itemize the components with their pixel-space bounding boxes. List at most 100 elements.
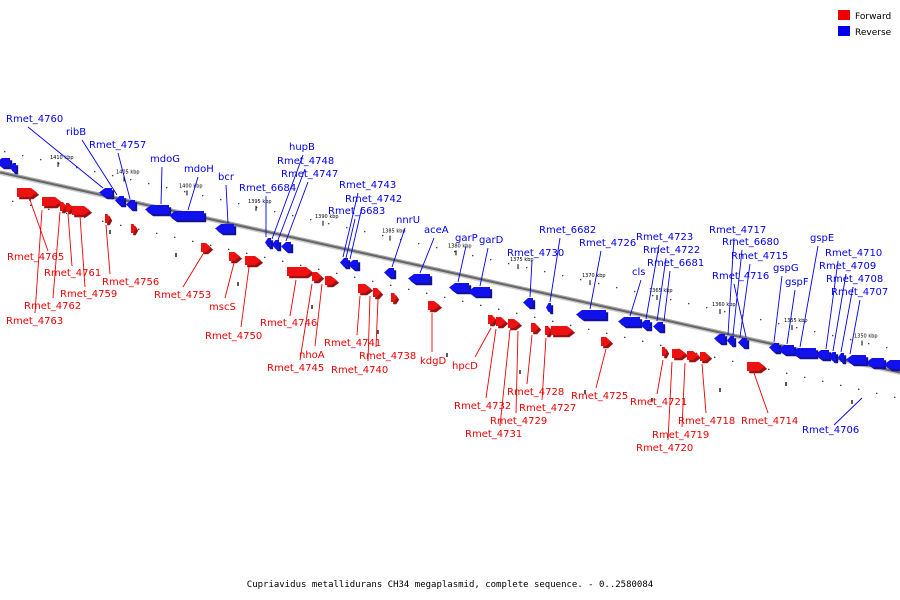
gene-arrow[interactable] [449,283,472,295]
gene-arrow[interactable] [105,214,113,226]
gene-arrow[interactable] [245,256,264,268]
gene-arrow[interactable] [618,317,643,329]
gene-label-rmet_4746[interactable]: Rmet_4746 [260,279,317,329]
gene-arrow[interactable] [672,349,689,361]
gene-label-rmet_6682[interactable]: Rmet_6682 [539,225,596,303]
gene-arrow[interactable] [229,252,243,264]
gene-label-rmet_6683[interactable]: Rmet_6683 [328,206,385,259]
gene-arrow[interactable] [0,158,13,170]
gene-label-rmet_4720[interactable]: Rmet_4720 [636,361,693,454]
gene-arrow[interactable] [838,353,847,365]
gene-label-rmet_6681[interactable]: Rmet_6681 [647,258,704,322]
gene-arrow[interactable] [576,310,609,322]
gene-arrow[interactable] [408,274,433,286]
gene-label-nnru[interactable]: nnrU [391,215,420,268]
gene-label-rmet_4762[interactable]: Rmet_4762 [24,211,81,312]
gene-arrow[interactable] [531,323,542,335]
gene-label-gspf[interactable]: gspF [785,277,809,345]
gene-label-rmet_4756[interactable]: Rmet_4756 [102,224,159,288]
gene-arrow[interactable] [391,293,400,305]
gene-arrow[interactable] [312,272,325,284]
gene-label-rmet_4717[interactable]: Rmet_4717 [709,225,766,336]
gene-label-hpcd[interactable]: hpcD [452,327,492,372]
gene-label-bcr[interactable]: bcr [218,172,235,224]
gene-label-gard[interactable]: garD [479,235,504,287]
gene-arrow[interactable] [601,337,614,349]
gene-arrow[interactable] [325,276,340,288]
gene-arrow[interactable] [428,301,443,313]
gene-label-cls[interactable]: cls [629,267,646,317]
gene-arrow[interactable] [546,303,554,315]
gene-arrow[interactable] [778,345,797,357]
gene-label-rmet_4759[interactable]: Rmet_4759 [60,215,117,300]
gene-label-rmet_4741[interactable]: Rmet_4741 [324,295,381,349]
gene-label-rmet_4732[interactable]: Rmet_4732 [454,328,511,412]
gene-label-rmet_4747[interactable]: Rmet_4747 [281,169,338,242]
gene-label-rmet_4730[interactable]: Rmet_4730 [507,248,564,298]
gene-label-rmet_4708[interactable]: Rmet_4708 [826,274,883,353]
gene-arrow[interactable] [662,347,670,359]
gene-arrow[interactable] [348,260,361,272]
gene-label-rmet_4738[interactable]: Rmet_4738 [359,298,416,362]
gene-arrow[interactable] [523,298,536,310]
gene-label-rmet_4729[interactable]: Rmet_4729 [490,330,547,427]
gene-arrow[interactable] [846,355,869,367]
gene-label-mdoh[interactable]: mdoH [184,164,214,211]
gene-arrow[interactable] [727,336,737,348]
gene-arrow[interactable] [272,240,282,252]
gene-arrow[interactable] [215,224,237,236]
gene-label-rmet_4728[interactable]: Rmet_4728 [507,334,564,398]
gene-label-rmet_4709[interactable]: Rmet_4709 [819,261,876,352]
gene-arrow[interactable] [72,206,93,218]
gene-arrow[interactable] [17,188,40,200]
gene-arrow[interactable] [884,360,900,372]
gene-label-gspe[interactable]: gspE [799,233,834,348]
gene-arrow[interactable] [281,242,294,254]
gene-label-rmet_4761[interactable]: Rmet_4761 [44,213,101,279]
gene-arrow[interactable] [145,205,172,217]
gene-label-gspg[interactable]: gspG [773,263,799,343]
gene-arrow[interactable] [10,163,19,175]
gene-arrow[interactable] [201,243,214,255]
gene-label-nhoa[interactable]: nhoA [299,283,325,361]
gene-label-rmet_4760[interactable]: Rmet_4760 [6,114,104,189]
gene-arrow[interactable] [551,326,576,338]
gene-label-rmet_4718[interactable]: Rmet_4718 [678,363,735,427]
gene-label-rmet_4757[interactable]: Rmet_4757 [89,140,146,200]
gene-label-rmet_4753[interactable]: Rmet_4753 [154,253,211,301]
gene-label-rmet_4719[interactable]: Rmet_4719 [652,362,709,441]
gene-arrow[interactable] [126,200,138,212]
gene-arrow[interactable] [640,320,653,332]
gene-arrow[interactable] [815,350,832,362]
gene-label-rmet_4723[interactable]: Rmet_4723 [636,232,693,320]
gene-label-rmet_4765[interactable]: Rmet_4765 [7,199,64,263]
gene-arrow[interactable] [747,362,768,374]
gene-label-rmet_6680[interactable]: Rmet_6680 [722,237,779,336]
gene-label-rmet_4748[interactable]: Rmet_4748 [277,156,334,241]
gene-label-rmet_4706[interactable]: Rmet_4706 [802,397,863,436]
gene-arrow[interactable] [468,287,493,299]
gene-label-garp[interactable]: garP [455,233,478,283]
gene-arrow[interactable] [687,351,702,363]
gene-label-rmet_4726[interactable]: Rmet_4726 [579,238,636,310]
gene-arrow[interactable] [829,352,839,364]
gene-label-rmet_4731[interactable]: Rmet_4731 [465,329,522,440]
gene-label-rmet_4742[interactable]: Rmet_4742 [345,194,402,260]
gene-arrow[interactable] [265,238,274,250]
gene-label-rmet_4721[interactable]: Rmet_4721 [630,359,687,408]
gene-arrow[interactable] [169,211,207,223]
gene-label-rmet_4716[interactable]: Rmet_4716 [712,271,769,338]
gene-label-ribb[interactable]: ribB [66,127,118,196]
gene-label-rmet_4763[interactable]: Rmet_4763 [6,209,63,327]
gene-arrow[interactable] [496,317,509,329]
gene-label-mscs[interactable]: mscS [209,262,236,313]
gene-arrow[interactable] [700,352,713,364]
gene-arrow[interactable] [42,197,64,209]
gene-label-rmet_4727[interactable]: Rmet_4727 [519,337,576,414]
gene-label-kdgd[interactable]: kdgD [420,313,446,367]
gene-label-rmet_4714[interactable]: Rmet_4714 [741,372,798,427]
gene-label-rmet_4750[interactable]: Rmet_4750 [205,266,262,342]
gene-arrow[interactable] [508,319,523,331]
gene-label-rmet_4725[interactable]: Rmet_4725 [571,348,628,402]
gene-arrow[interactable] [99,188,115,200]
